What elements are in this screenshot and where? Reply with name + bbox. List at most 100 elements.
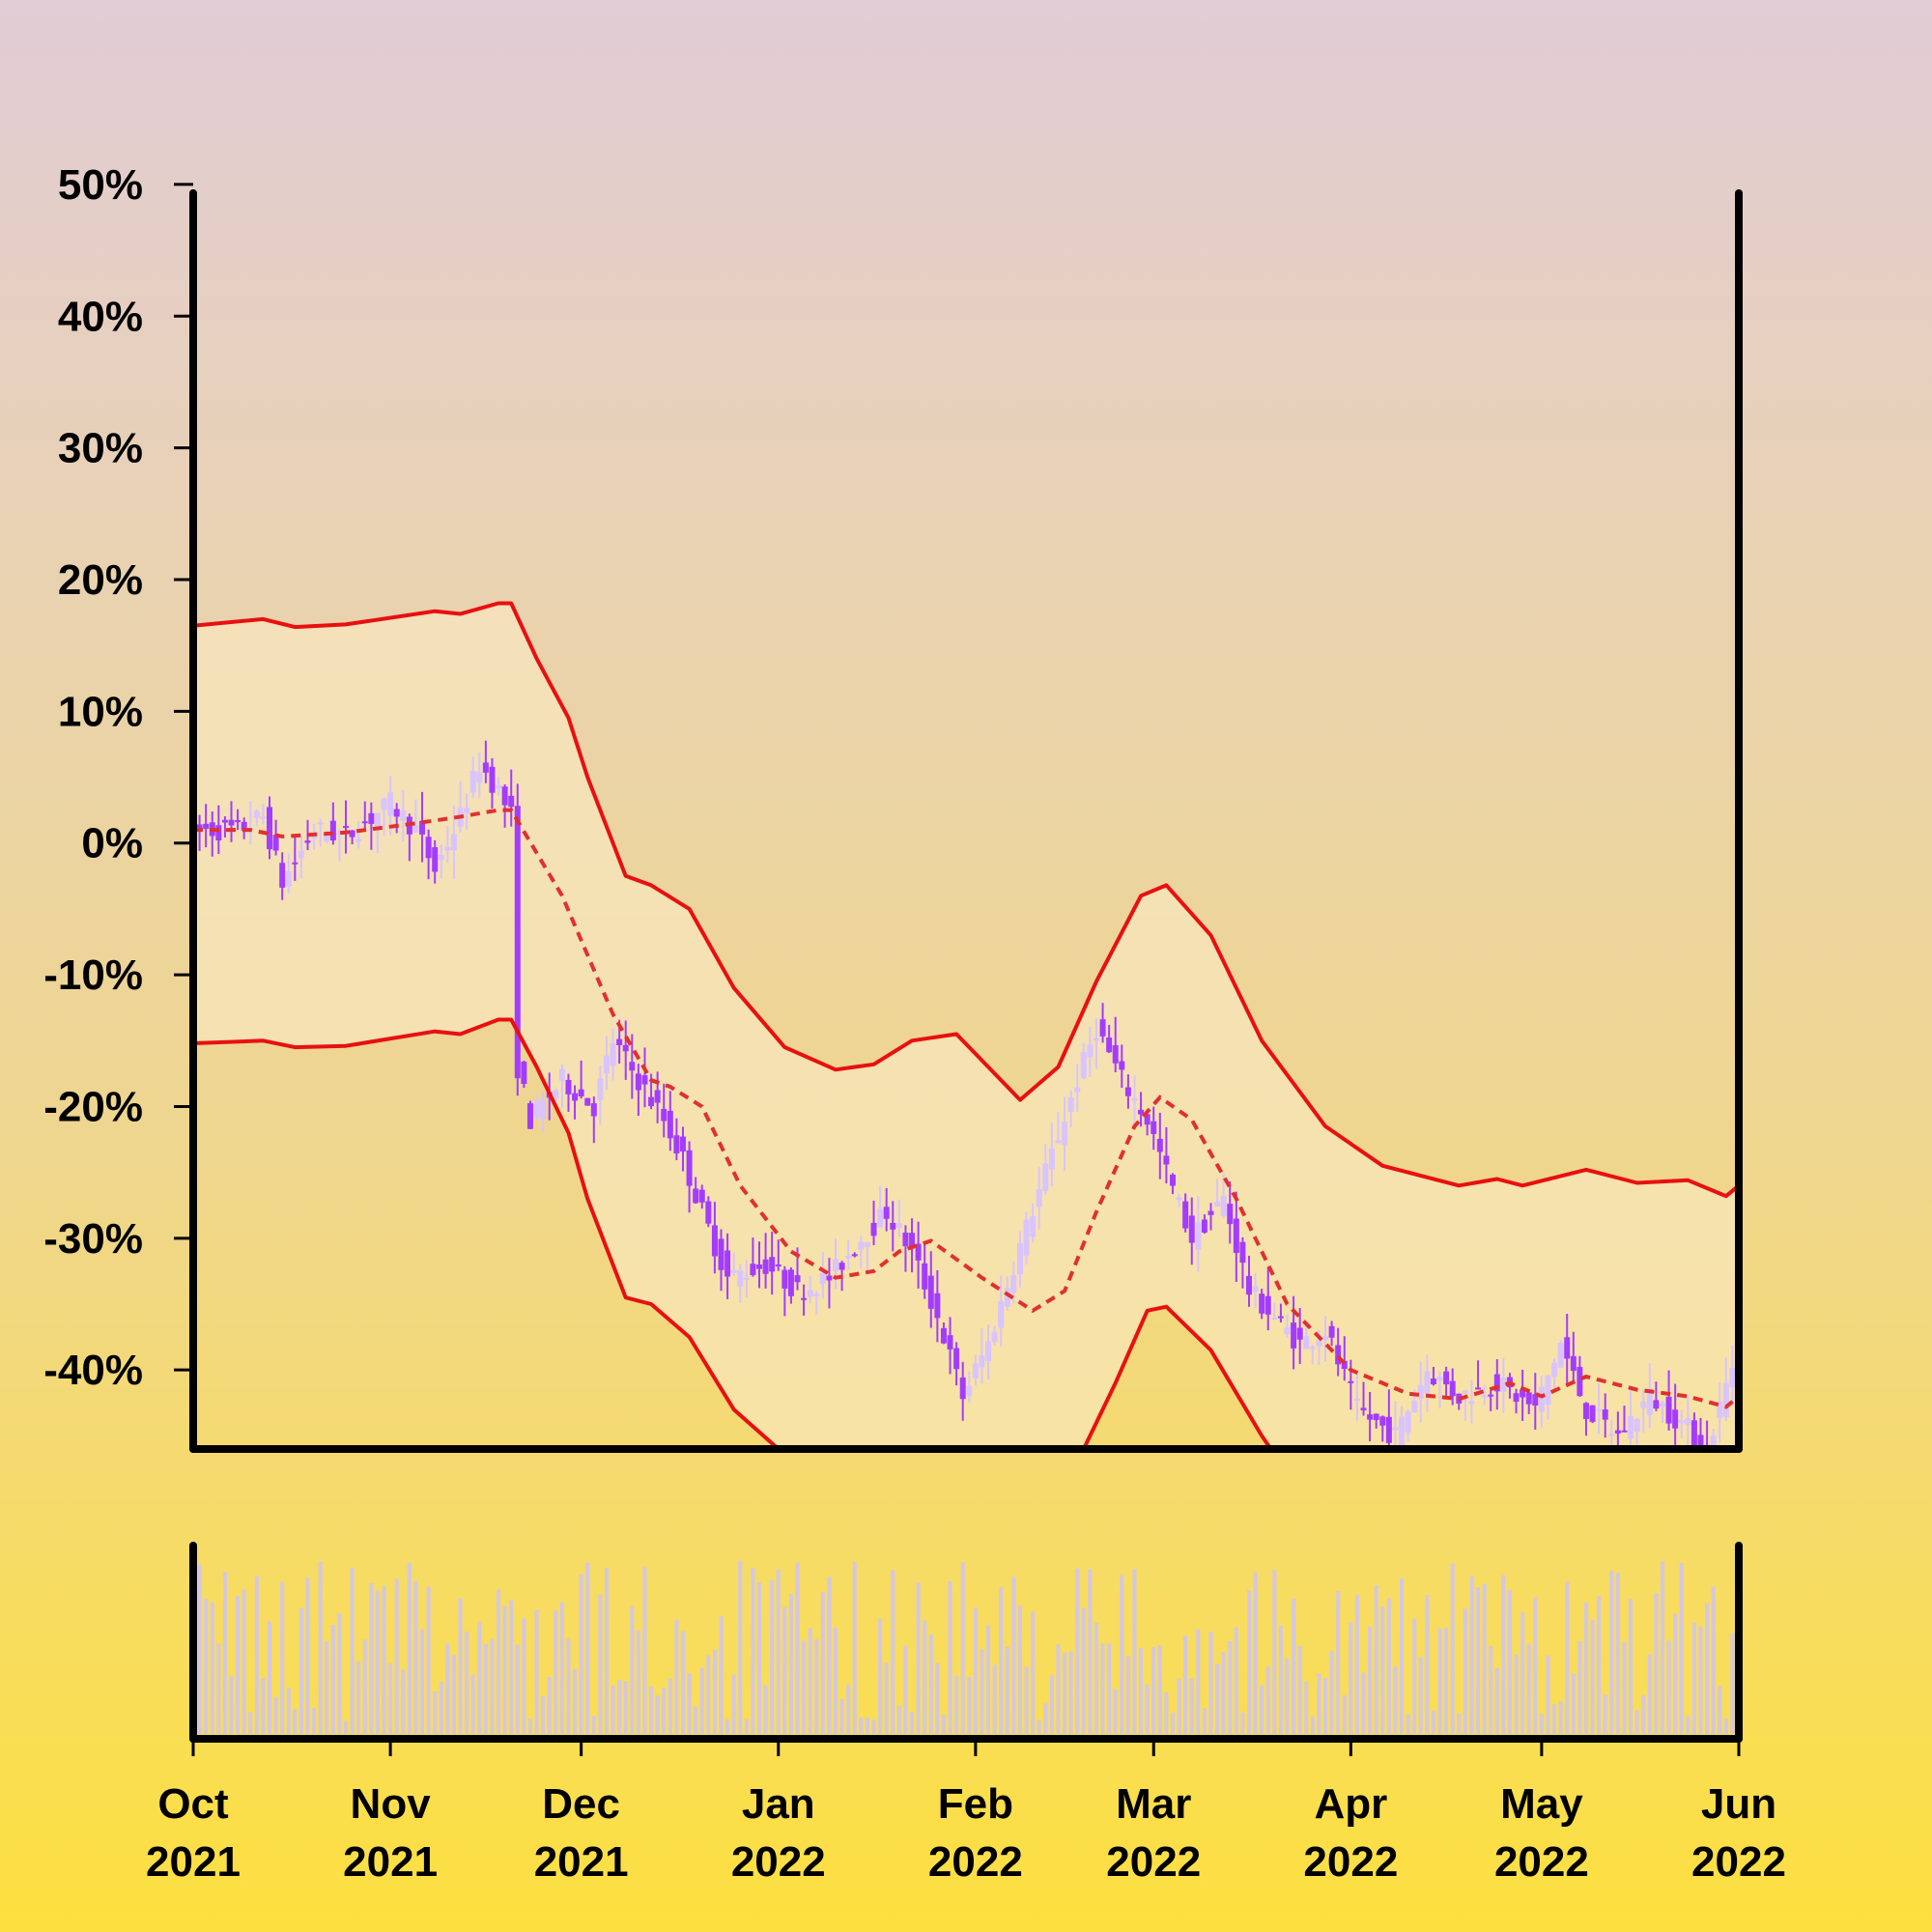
volume-bar [1189, 1678, 1194, 1734]
candle [533, 1095, 540, 1122]
volume-bar [694, 1706, 698, 1734]
candle-body [1602, 1409, 1608, 1420]
candle-body [514, 806, 521, 1079]
candle-body [858, 1241, 865, 1250]
candle-body [1163, 1155, 1170, 1165]
candle-body [819, 1272, 826, 1284]
volume-bar [502, 1605, 507, 1734]
candle [1271, 1302, 1278, 1321]
candle [775, 1239, 781, 1271]
volume-bar [1431, 1710, 1435, 1734]
candle-body [890, 1223, 896, 1230]
candle [979, 1328, 985, 1384]
volume-bar [1603, 1694, 1607, 1734]
candle [584, 1097, 591, 1106]
volume-bar [280, 1581, 285, 1734]
candle [476, 753, 483, 799]
candlestick-series [193, 740, 1739, 1449]
candle-body [648, 1096, 655, 1107]
volume-bar [286, 1688, 291, 1734]
candle [1322, 1316, 1329, 1362]
candle-body [1564, 1337, 1571, 1359]
candle-body [1665, 1396, 1672, 1424]
volume-bar [254, 1576, 259, 1734]
candle-body [464, 808, 470, 813]
candle-body [597, 1078, 604, 1100]
candle [1443, 1366, 1450, 1397]
candle [355, 820, 362, 849]
volume-bar [204, 1598, 209, 1734]
volume-bar [1310, 1716, 1315, 1734]
candle-body [324, 835, 330, 841]
candle [718, 1229, 724, 1292]
volume-bar [1533, 1597, 1538, 1734]
volume-bar [1354, 1595, 1359, 1734]
candle-body [1348, 1380, 1354, 1383]
volume-bar [451, 1654, 456, 1734]
y-tick-label: 10% [58, 688, 143, 735]
volume-bar [1691, 1622, 1696, 1734]
volume-bar [1272, 1570, 1277, 1734]
x-tick-label-year: 2021 [534, 1838, 629, 1886]
candle-body [1659, 1403, 1665, 1407]
x-tick-label-month: Apr [1314, 1780, 1387, 1828]
lower-band-line [193, 1017, 1274, 1449]
volume-bar [802, 1640, 807, 1734]
candle-body [724, 1250, 731, 1277]
volume-bar [509, 1600, 514, 1734]
candle [851, 1252, 858, 1258]
candle-body [1672, 1409, 1679, 1429]
candle [196, 814, 203, 851]
candle-body [922, 1263, 928, 1290]
candle-body [940, 1327, 947, 1344]
candle [756, 1241, 763, 1289]
volume-bar [515, 1644, 520, 1734]
candle-body [1717, 1401, 1723, 1418]
candle-body [1493, 1374, 1500, 1392]
candle [1379, 1415, 1386, 1442]
candle-body [203, 823, 210, 830]
candle-body [769, 1257, 776, 1272]
volume-bar [1228, 1640, 1233, 1734]
candle [1169, 1173, 1176, 1195]
candle-body [1392, 1427, 1399, 1431]
candle-body [1449, 1380, 1456, 1397]
candle [1296, 1308, 1303, 1364]
volume-bar [1208, 1632, 1213, 1734]
candle-body [279, 863, 286, 888]
y-tick-label: 50% [58, 161, 143, 209]
candle [565, 1073, 572, 1112]
volume-bar [1336, 1591, 1341, 1734]
candle-body [1048, 1148, 1055, 1170]
candle [432, 839, 439, 884]
candle [1233, 1191, 1239, 1283]
candle-body [1411, 1400, 1418, 1413]
volume-bar [1629, 1599, 1634, 1734]
volume-bar [216, 1643, 221, 1734]
volume-bar [1647, 1654, 1652, 1734]
candle-body [1436, 1377, 1443, 1381]
volume-bar [674, 1619, 679, 1734]
candle [1564, 1314, 1571, 1384]
candle [1220, 1174, 1227, 1219]
candle-body [1208, 1210, 1214, 1215]
candle-body [635, 1073, 641, 1091]
candle-body [241, 821, 247, 831]
candle [743, 1260, 750, 1298]
candle [1099, 1003, 1106, 1043]
candle-body [698, 1189, 705, 1203]
candle [927, 1251, 934, 1328]
x-tick-label-year: 2022 [1691, 1838, 1786, 1886]
candle-body [998, 1300, 1005, 1328]
candle [686, 1141, 693, 1213]
candle-body [711, 1225, 718, 1257]
candle-body [1291, 1322, 1297, 1349]
volume-bar [852, 1561, 857, 1734]
volume-bar [954, 1675, 959, 1734]
candle-body [1646, 1388, 1653, 1416]
candle [635, 1064, 641, 1116]
volume-bar [1476, 1587, 1481, 1734]
candle-body [476, 772, 483, 783]
volume-bar [782, 1606, 787, 1734]
volume-bar [401, 1669, 406, 1734]
